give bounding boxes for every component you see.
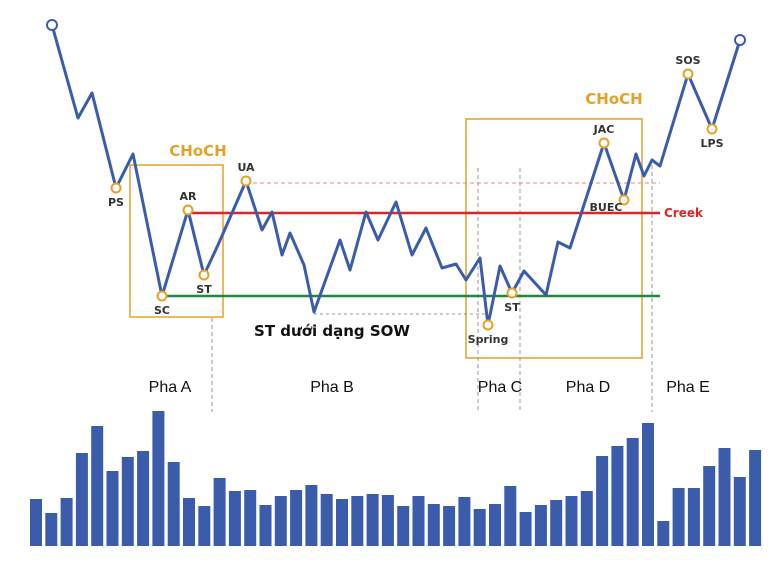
key-point-marker-ar <box>182 204 194 216</box>
phase-e-label: Pha E <box>666 379 710 396</box>
phase-b-label: Pha B <box>310 379 354 396</box>
volume-bar <box>534 505 547 546</box>
key-point-marker-ua <box>240 175 252 187</box>
volume-bar <box>152 411 165 546</box>
key-point-label-sos: SOS <box>675 54 700 67</box>
volume-bar <box>91 426 104 546</box>
volume-bar <box>703 466 716 546</box>
volume-bar <box>443 506 456 546</box>
st-sow-label: ST dưới dạng SOW <box>254 322 410 340</box>
volume-bar <box>351 496 364 546</box>
phase-d-label: Pha D <box>566 379 610 396</box>
key-point-label-lps: LPS <box>701 137 724 150</box>
volume-bar <box>183 498 195 546</box>
volume-bar <box>397 506 410 546</box>
volume-bar <box>657 521 670 546</box>
key-points: PS SC AR ST UA Spring ST JAC BUEC SOS LPS <box>46 19 746 346</box>
volume-bar <box>642 423 654 546</box>
endpoint-marker-0 <box>46 19 58 31</box>
key-point-label-spring: Spring <box>468 333 509 346</box>
choch-left-label: CHoCH <box>169 142 226 160</box>
volume-bar <box>244 490 257 546</box>
key-point-marker-st <box>506 287 518 299</box>
volume-bar <box>381 495 394 546</box>
volume-bar <box>290 490 303 546</box>
key-point-label-ar: AR <box>180 190 198 203</box>
volume-bar <box>580 491 593 546</box>
key-point-marker-sos <box>682 68 694 80</box>
volume-bar <box>550 500 563 546</box>
phase-c-d-box <box>465 118 643 359</box>
volume-bar <box>672 488 685 546</box>
volume-bar <box>458 497 471 546</box>
key-point-marker-jac <box>598 137 610 149</box>
volume-bar <box>749 450 762 546</box>
volume-bar <box>412 496 425 546</box>
phase-separators <box>211 165 653 412</box>
creek-label: Creek <box>664 206 704 220</box>
volume-bar <box>106 471 119 546</box>
volume-bar <box>565 496 578 546</box>
volume-bar <box>228 491 241 546</box>
key-point-label-ps: PS <box>108 196 124 209</box>
volume-bar <box>596 456 609 546</box>
volume-bar <box>198 506 211 546</box>
volume-bar <box>473 509 486 546</box>
key-point-label-jac: JAC <box>593 123 615 136</box>
volume-bar <box>305 485 318 546</box>
volume-bar <box>366 494 379 546</box>
volume-bar <box>167 462 180 546</box>
volume-bar <box>45 513 58 546</box>
volume-bar <box>274 496 287 546</box>
volume-bar <box>718 448 731 546</box>
endpoint-marker-1 <box>734 34 746 46</box>
volume-bar <box>137 451 150 546</box>
key-point-marker-ps <box>110 182 122 194</box>
key-point-label-st: ST <box>504 301 520 314</box>
volume-bar <box>336 499 348 546</box>
price-line <box>50 24 742 327</box>
choch-right-label: CHoCH <box>585 90 642 108</box>
volume-bar <box>60 498 73 546</box>
volume-bar <box>427 504 440 546</box>
key-point-marker-buec <box>618 194 630 206</box>
volume-bar <box>259 505 272 546</box>
phase-c-label: Pha C <box>478 379 522 396</box>
key-point-marker-spring <box>482 319 494 331</box>
phase-a-label: Pha A <box>149 379 192 396</box>
key-point-marker-lps <box>706 123 718 135</box>
key-point-marker-sc <box>156 290 168 302</box>
choch-left-box <box>129 164 224 318</box>
key-point-label-buec: BUEC <box>590 201 623 214</box>
volume-bar <box>733 477 746 546</box>
key-point-marker-st <box>198 269 210 281</box>
key-point-label-sc: SC <box>154 304 170 317</box>
volume-bar <box>121 457 134 546</box>
volume-bar <box>75 453 88 546</box>
volume-bar <box>213 478 226 546</box>
volume-bar <box>611 446 624 546</box>
volume-bar <box>320 494 333 546</box>
volume-bar <box>687 488 700 546</box>
key-point-label-st: ST <box>196 283 212 296</box>
volume-bar <box>30 499 42 546</box>
volume-bar <box>626 438 639 546</box>
volume-bars <box>30 411 762 546</box>
volume-bar <box>489 504 501 546</box>
volume-bar <box>504 486 517 546</box>
key-point-label-ua: UA <box>237 161 255 174</box>
volume-bar <box>519 512 532 546</box>
